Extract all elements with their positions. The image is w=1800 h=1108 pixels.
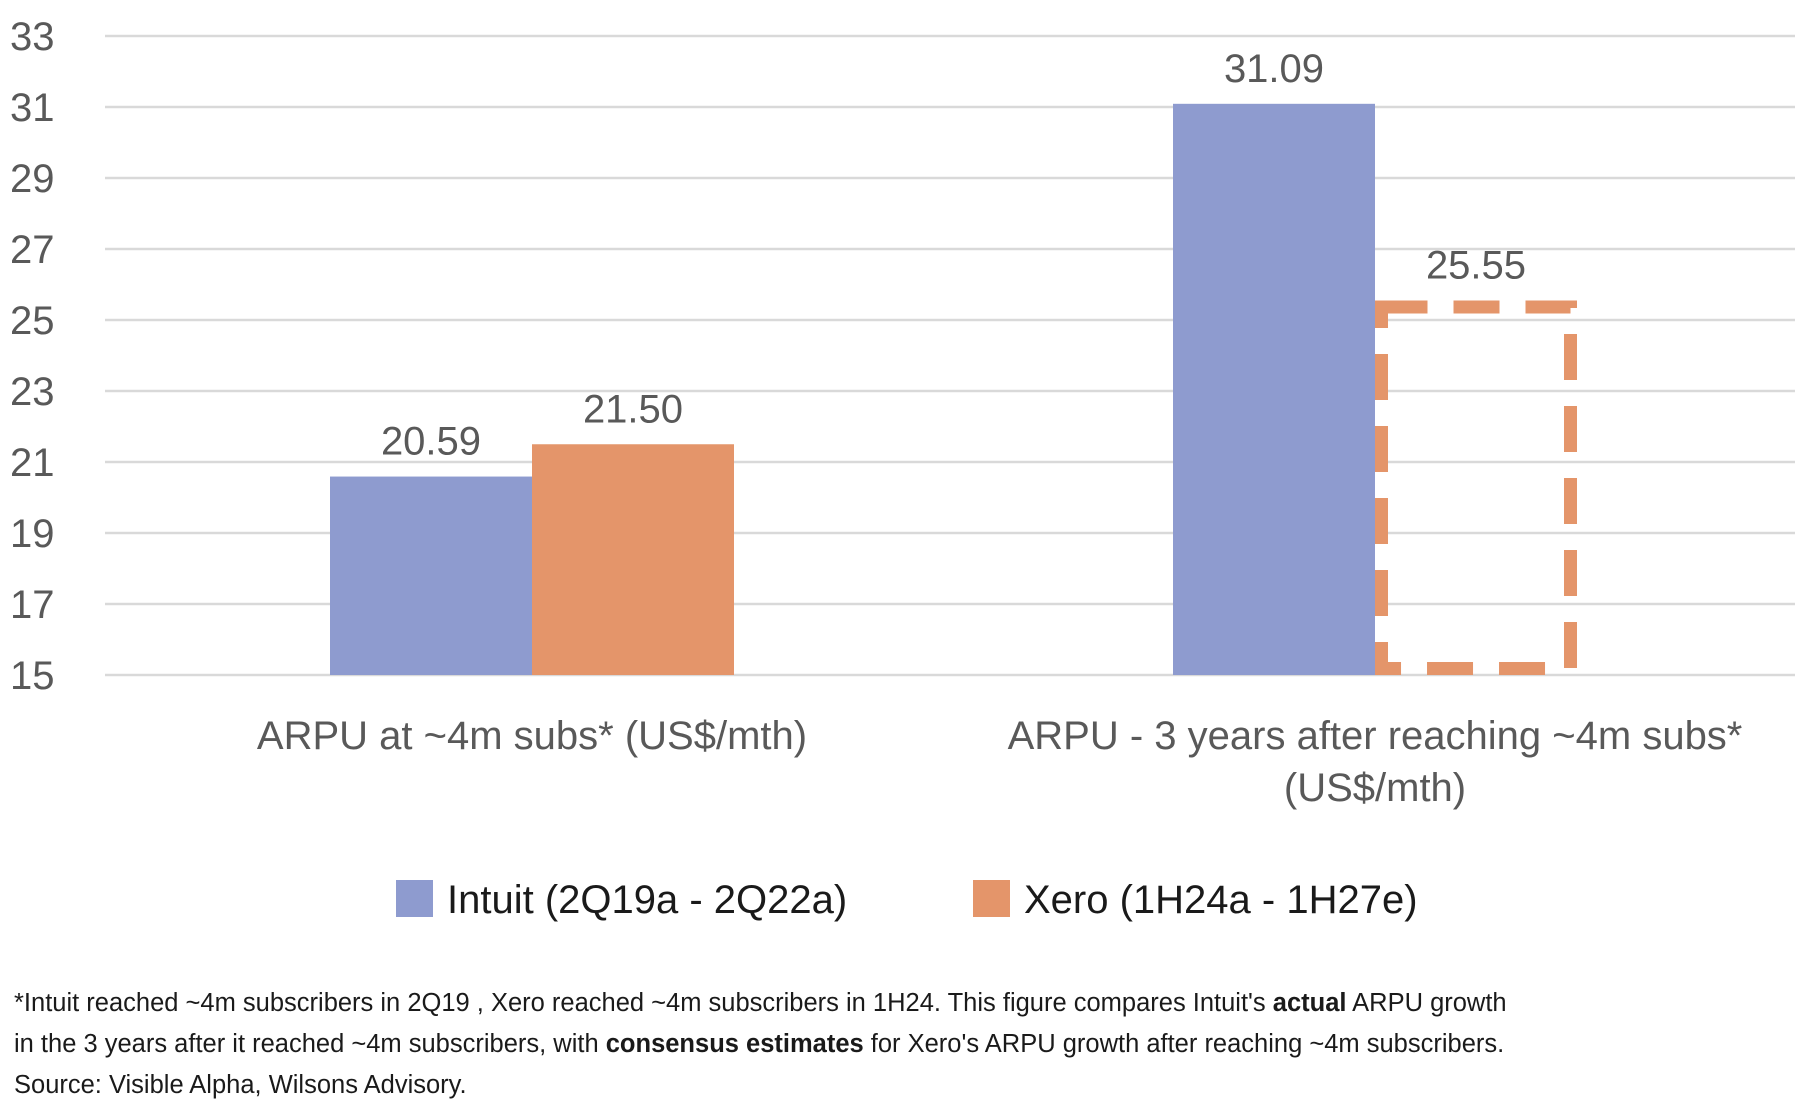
footnote-bold-text: actual <box>1272 989 1347 1017</box>
bar-at-4m-intuit <box>330 476 532 675</box>
footnote-line-1: *Intuit reached ~4m subscribers in 2Q19 … <box>14 983 1794 1024</box>
y-tick-label: 23 <box>10 370 55 414</box>
data-label: 21.50 <box>583 387 683 431</box>
bar-after-3y-intuit <box>1173 103 1375 676</box>
category-label: ARPU at ~4m subs* (US$/mth) <box>257 714 807 758</box>
data-label: 20.59 <box>381 420 481 464</box>
legend-swatch <box>973 880 1010 917</box>
y-tick-label: 31 <box>10 86 55 130</box>
y-tick-label: 33 <box>10 15 55 59</box>
bars <box>330 103 1577 676</box>
footnote: *Intuit reached ~4m subscribers in 2Q19 … <box>14 983 1794 1106</box>
footnote-line-2: in the 3 years after it reached ~4m subs… <box>14 1024 1794 1065</box>
y-tick-label: 29 <box>10 157 55 201</box>
bar-after-3y-xero <box>1375 300 1577 675</box>
legend-label: Intuit (2Q19a - 2Q22a) <box>447 878 847 922</box>
legend-swatch <box>396 880 433 917</box>
y-tick-label: 15 <box>10 654 55 698</box>
footnote-text: in the 3 years after it reached ~4m subs… <box>14 1030 606 1058</box>
y-tick-label: 27 <box>10 228 55 272</box>
data-labels: 20.59 31.09 21.50 25.55 <box>381 47 1526 464</box>
y-axis-tick-labels: 15 17 19 21 23 25 27 29 31 33 <box>10 15 55 698</box>
data-label: 31.09 <box>1224 47 1324 91</box>
footnote-source: Source: Visible Alpha, Wilsons Advisory. <box>14 1071 467 1099</box>
category-label: (US$/mth) <box>1284 766 1466 810</box>
y-tick-label: 19 <box>10 512 55 556</box>
footnote-text: *Intuit reached ~4m subscribers in 2Q19 … <box>14 989 1273 1017</box>
category-label: ARPU - 3 years after reaching ~4m subs* <box>1008 714 1743 758</box>
y-tick-label: 21 <box>10 441 55 485</box>
footnote-text: for Xero's ARPU growth after reaching ~4… <box>863 1030 1505 1058</box>
arpu-bar-chart: 15 17 19 21 23 25 27 29 31 33 20.59 31.09 21.50 25.5… <box>10 15 1795 922</box>
footnote-text: ARPU growth <box>1346 989 1507 1017</box>
y-tick-label: 25 <box>10 299 55 343</box>
legend-label: Xero (1H24a - 1H27e) <box>1024 878 1418 922</box>
legend: Intuit (2Q19a - 2Q22a) Xero (1H24a - 1H27… <box>396 878 1418 922</box>
y-tick-label: 17 <box>10 583 55 627</box>
category-labels: ARPU at ~4m subs* (US$/mth) ARPU - 3 year… <box>257 714 1742 810</box>
footnote-bold-text: consensus estimates <box>605 1030 864 1058</box>
bar-at-4m-xero <box>532 444 734 675</box>
data-label: 25.55 <box>1426 243 1526 287</box>
